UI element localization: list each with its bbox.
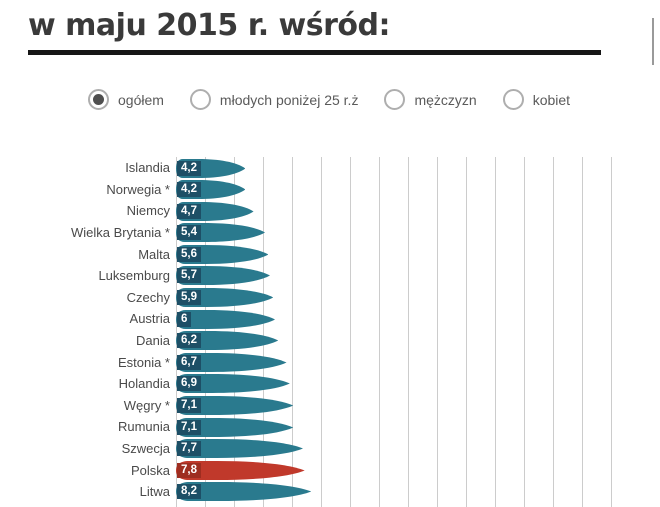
value-chip: 7,1	[177, 398, 201, 414]
bar-area: 5,7	[176, 265, 660, 287]
country-label: Rumunia	[117, 419, 170, 435]
bar-area: 6,9	[176, 373, 660, 395]
filter-label[interactable]: młodych poniżej 25 r.ż	[219, 91, 359, 108]
chart-row: Czechy 5,9	[0, 287, 660, 309]
chart-row: Norwegia * 4,2	[0, 179, 660, 201]
country-label: Estonia *	[117, 354, 170, 370]
chart-row: Rumunia 7,1	[0, 416, 660, 438]
country-label: Norwegia *	[106, 181, 170, 197]
filter-option[interactable]: ogółem	[88, 89, 164, 110]
value-chip: 5,7	[177, 268, 201, 284]
filter-label[interactable]: mężczyzn	[414, 91, 477, 108]
country-label: Litwa	[139, 484, 170, 500]
radio-icon[interactable]	[384, 89, 406, 110]
bar-area: 6,2	[176, 330, 660, 352]
value-chip: 6,2	[177, 333, 201, 349]
bar-shape	[176, 331, 279, 351]
value-chip: 7,7	[177, 441, 201, 457]
value-chip: 4,7	[177, 203, 201, 219]
chart-row: Austria 6	[0, 308, 660, 330]
country-label: Malta	[138, 246, 170, 262]
unemployment-chart: Islandia 4,2 Norwegia * 4,2 Niemcy 4,7 W…	[0, 157, 660, 507]
chart-row: Malta 5,6	[0, 243, 660, 265]
bar-area: 4,2	[176, 179, 660, 201]
chart-row: Szwecja 7,7	[0, 438, 660, 460]
country-label: Islandia	[125, 160, 170, 176]
value-chip: 6,9	[177, 376, 201, 392]
bar-area: 6	[176, 308, 660, 330]
bar-area: 5,4	[176, 222, 660, 244]
bar-area: 7,7	[176, 438, 660, 460]
bar-area: 6,7	[176, 351, 660, 373]
country-label: Holandia	[118, 376, 170, 392]
bar-shape	[176, 460, 305, 480]
chart-row: Wielka Brytania * 5,4	[0, 222, 660, 244]
value-chip: 5,4	[177, 225, 201, 241]
country-label: Polska	[130, 462, 170, 478]
bar-area: 8,2	[176, 481, 660, 503]
filter-radio-group: ogółem młodych poniżej 25 r.ż mężczyzn k…	[88, 89, 660, 110]
bar-shape	[176, 352, 287, 372]
value-chip: 5,9	[177, 290, 201, 306]
value-chip: 5,6	[177, 246, 201, 262]
filter-option[interactable]: mężczyzn	[384, 89, 477, 110]
chart-row: Litwa 8,2	[0, 481, 660, 503]
bar-shape	[176, 374, 290, 394]
country-label: Czechy	[126, 289, 170, 305]
bar-area: 7,8	[176, 459, 660, 481]
bar-shape	[176, 482, 312, 502]
value-chip: 7,1	[177, 419, 201, 435]
chart-row: Luksemburg 5,7	[0, 265, 660, 287]
country-label: Niemcy	[126, 203, 170, 219]
filter-label[interactable]: ogółem	[118, 91, 164, 108]
country-label: Szwecja	[121, 441, 170, 457]
chart-row: Niemcy 4,7	[0, 200, 660, 222]
chart-row: Dania 6,2	[0, 330, 660, 352]
chart-row: Estonia * 6,7	[0, 351, 660, 373]
value-chip: 7,8	[177, 462, 201, 478]
country-label: Węgry *	[123, 397, 170, 413]
chart-rows: Islandia 4,2 Norwegia * 4,2 Niemcy 4,7 W…	[0, 157, 660, 503]
bar-area: 7,1	[176, 416, 660, 438]
title-underline	[28, 50, 601, 55]
chart-row: Islandia 4,2	[0, 157, 660, 179]
value-chip: 4,2	[177, 160, 201, 176]
value-chip: 6	[177, 311, 192, 327]
radio-icon[interactable]	[88, 89, 109, 110]
page-edge-divider	[652, 18, 654, 65]
value-chip: 6,7	[177, 354, 201, 370]
bar-shape	[176, 417, 294, 437]
chart-row: Polska 7,8	[0, 459, 660, 481]
filter-label[interactable]: kobiet	[532, 91, 571, 108]
country-label: Austria	[129, 311, 170, 327]
value-chip: 8,2	[177, 484, 201, 500]
bar-area: 4,2	[176, 157, 660, 179]
radio-icon[interactable]	[502, 89, 524, 110]
bar-shape	[176, 439, 304, 459]
bar-area: 5,6	[176, 243, 660, 265]
chart-row: Węgry * 7,1	[0, 395, 660, 417]
bar-area: 5,9	[176, 287, 660, 309]
page-title: w maju 2015 r. wśród:	[28, 8, 391, 43]
country-label: Dania	[136, 333, 170, 349]
country-label: Luksemburg	[98, 268, 170, 284]
filter-option[interactable]: kobiet	[502, 89, 571, 110]
filter-option[interactable]: młodych poniżej 25 r.ż	[189, 89, 359, 110]
chart-row: Holandia 6,9	[0, 373, 660, 395]
bar-area: 7,1	[176, 395, 660, 417]
bar-shape	[176, 309, 275, 329]
value-chip: 4,2	[177, 182, 201, 198]
bar-area: 4,7	[176, 200, 660, 222]
bar-shape	[176, 396, 294, 416]
radio-icon[interactable]	[189, 89, 211, 110]
country-label: Wielka Brytania *	[71, 225, 170, 241]
